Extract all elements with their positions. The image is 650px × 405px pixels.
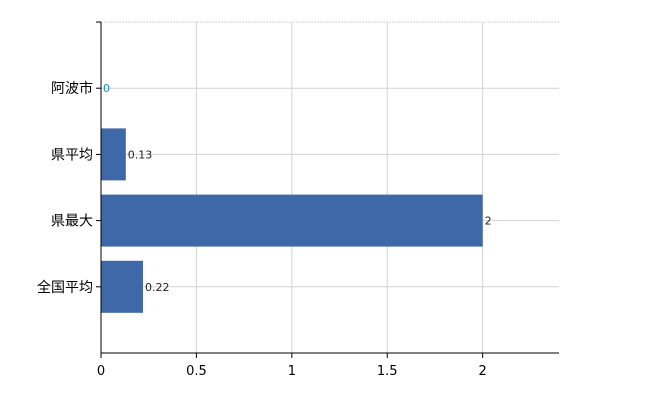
y-tick-label: 県平均 — [51, 147, 93, 163]
x-tick-label: 0.5 — [186, 364, 207, 379]
data-label: 0.13 — [128, 148, 153, 161]
y-tick-label: 阿波市 — [51, 80, 93, 97]
bar — [101, 194, 483, 247]
x-tick-label: 1.5 — [377, 364, 398, 379]
x-tick-label: 2 — [479, 364, 487, 379]
x-tick-label: 0 — [97, 364, 105, 379]
data-label: 0 — [103, 82, 110, 95]
bar — [101, 260, 143, 313]
data-label: 2 — [485, 215, 492, 228]
bar — [101, 128, 126, 181]
data-label: 0.22 — [145, 281, 170, 294]
y-tick-label: 県最大 — [51, 214, 93, 230]
x-tick-label: 1 — [288, 364, 296, 379]
y-tick-label: 全国平均 — [37, 279, 93, 296]
